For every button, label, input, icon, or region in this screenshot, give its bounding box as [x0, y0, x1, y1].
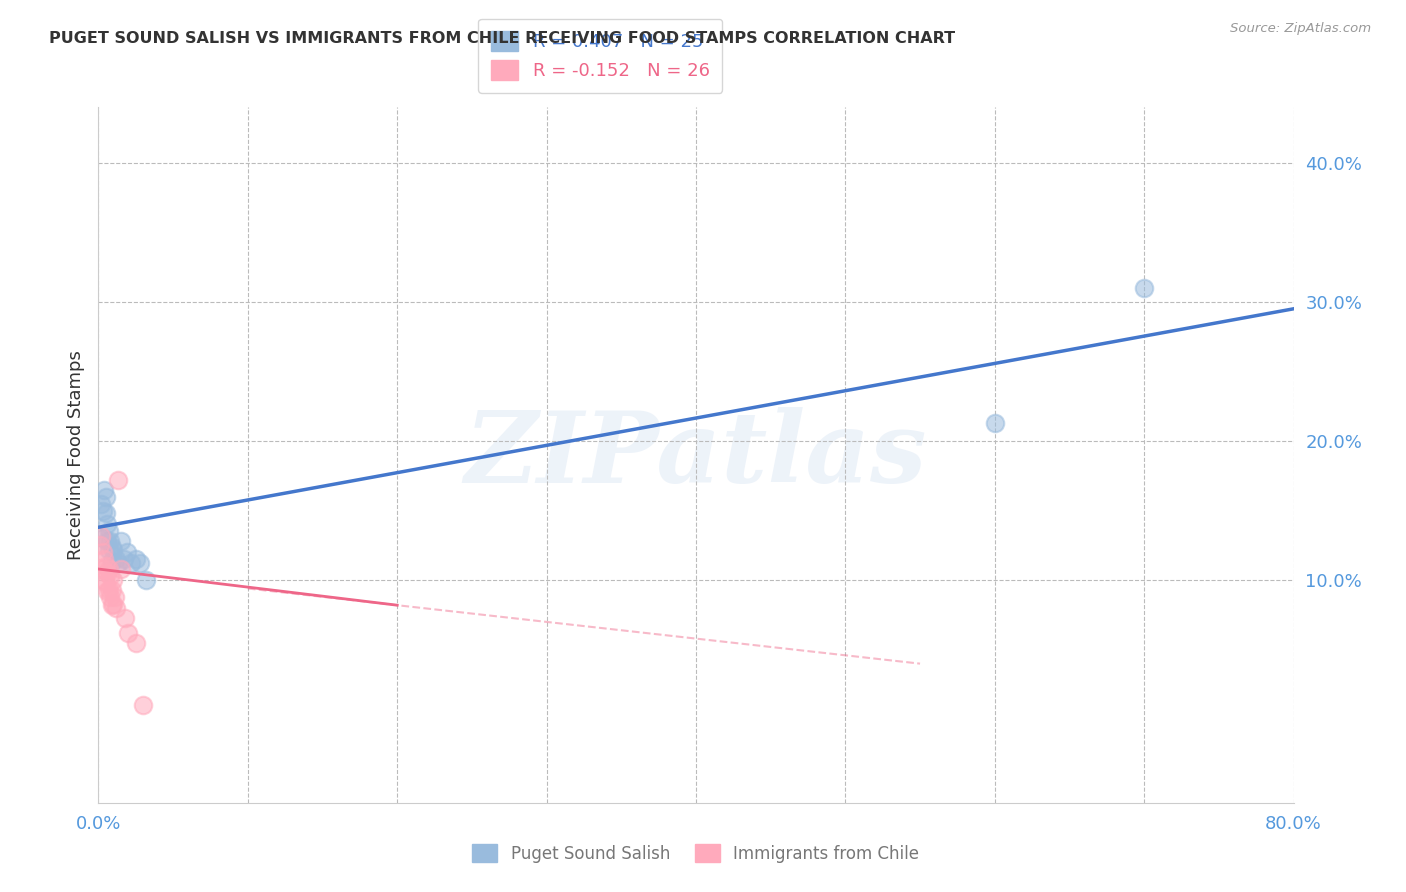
Text: PUGET SOUND SALISH VS IMMIGRANTS FROM CHILE RECEIVING FOOD STAMPS CORRELATION CH: PUGET SOUND SALISH VS IMMIGRANTS FROM CH… — [49, 31, 955, 46]
Point — [132, 698, 155, 713]
Point — [93, 573, 115, 587]
Point — [125, 552, 148, 566]
Point — [93, 483, 115, 497]
Point — [125, 636, 148, 650]
Point — [984, 416, 1007, 430]
Point — [90, 497, 112, 511]
Point — [101, 540, 124, 554]
Point — [96, 584, 118, 599]
Point — [129, 557, 152, 571]
Point — [94, 576, 117, 591]
Point — [91, 532, 114, 546]
Point — [114, 611, 136, 625]
Point — [97, 562, 120, 576]
Point — [120, 557, 142, 571]
Point — [96, 517, 118, 532]
Text: Source: ZipAtlas.com: Source: ZipAtlas.com — [1230, 22, 1371, 36]
Point — [105, 552, 128, 566]
Point — [94, 507, 117, 521]
Point — [107, 557, 129, 571]
Point — [91, 545, 114, 559]
Point — [98, 569, 122, 583]
Y-axis label: Receiving Food Stamps: Receiving Food Stamps — [66, 350, 84, 560]
Point — [101, 598, 124, 612]
Legend: Puget Sound Salish, Immigrants from Chile: Puget Sound Salish, Immigrants from Chil… — [464, 836, 928, 871]
Point — [98, 590, 122, 604]
Point — [107, 473, 129, 487]
Point — [135, 573, 157, 587]
Point — [110, 534, 132, 549]
Point — [98, 534, 122, 549]
Point — [112, 552, 135, 566]
Point — [97, 582, 120, 597]
Point — [101, 554, 124, 568]
Text: ZIPatlas: ZIPatlas — [465, 407, 927, 503]
Point — [94, 490, 117, 504]
Point — [1133, 281, 1156, 295]
Point — [96, 534, 118, 549]
Point — [103, 542, 125, 557]
Point — [97, 542, 120, 557]
Point — [97, 524, 120, 539]
Point — [117, 626, 139, 640]
Point — [101, 582, 124, 597]
Point — [96, 566, 118, 581]
Point — [105, 601, 128, 615]
Point — [104, 590, 127, 604]
Point — [93, 552, 115, 566]
Point — [115, 545, 138, 559]
Point — [103, 573, 125, 587]
Point — [110, 562, 132, 576]
Point — [91, 562, 114, 576]
Point — [89, 538, 111, 552]
Point — [91, 503, 114, 517]
Point — [94, 559, 117, 574]
Point — [103, 597, 125, 611]
Point — [90, 528, 112, 542]
